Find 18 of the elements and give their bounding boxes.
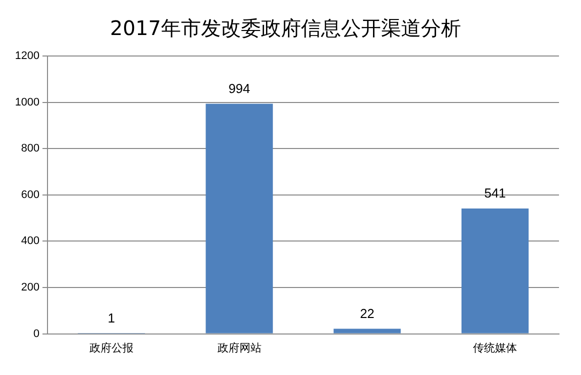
data-label: 994 bbox=[228, 80, 250, 96]
data-label: 1 bbox=[108, 310, 116, 326]
bar bbox=[334, 328, 401, 334]
data-label: 22 bbox=[360, 306, 374, 321]
chart-title: 2017年市发改委政府信息公开渠道分析 bbox=[110, 16, 461, 40]
x-tick-label: 政府公报 bbox=[89, 341, 134, 354]
y-tick-label: 1000 bbox=[14, 96, 40, 108]
data-label: 541 bbox=[484, 186, 506, 201]
bar bbox=[461, 208, 529, 334]
x-tick-label: 传统媒体 bbox=[473, 341, 518, 354]
y-tick-label: 600 bbox=[21, 188, 40, 201]
x-tick-label: 政府网站 bbox=[217, 341, 262, 354]
bar bbox=[206, 104, 273, 334]
y-tick-label: 0 bbox=[33, 328, 40, 340]
y-tick-label: 200 bbox=[21, 282, 40, 294]
y-tick-label: 1200 bbox=[14, 50, 40, 62]
y-tick-label: 800 bbox=[21, 142, 40, 155]
y-tick-label: 400 bbox=[21, 235, 40, 248]
